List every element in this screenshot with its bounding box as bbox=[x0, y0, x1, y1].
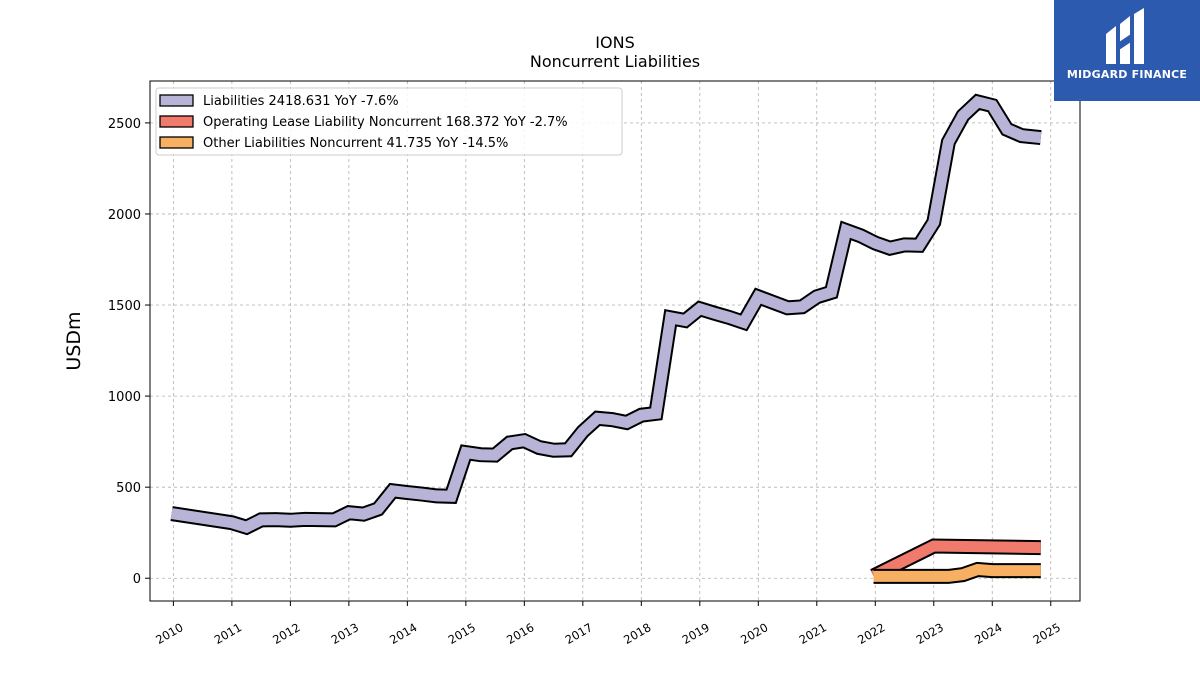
x-tick-label: 2023 bbox=[914, 620, 946, 647]
y-axis-label: USDm bbox=[63, 311, 85, 370]
legend-entry-operating-lease: Operating Lease Liability Noncurrent 168… bbox=[203, 115, 568, 130]
y-tick-label: 1500 bbox=[108, 299, 141, 314]
chart-subtitle: Noncurrent Liabilities bbox=[530, 52, 700, 71]
series-liabilities-outline bbox=[170, 93, 1042, 536]
y-tick-label: 2500 bbox=[108, 117, 141, 132]
series-layer bbox=[170, 93, 1042, 584]
x-tick-label: 2020 bbox=[738, 620, 770, 647]
x-tick-label: 2010 bbox=[153, 620, 185, 647]
x-tick-label: 2013 bbox=[329, 620, 361, 647]
y-tick-label: 1000 bbox=[108, 390, 141, 405]
brand-logo: MIDGARD FINANCE bbox=[1054, 0, 1200, 101]
x-tick-label: 2022 bbox=[855, 620, 887, 647]
x-tick-label: 2018 bbox=[621, 620, 653, 647]
y-tick-label: 0 bbox=[133, 572, 141, 587]
x-tick-label: 2021 bbox=[797, 620, 829, 647]
y-tick-label: 500 bbox=[116, 481, 141, 496]
x-tick-label: 2025 bbox=[1031, 620, 1063, 647]
x-tick-label: 2012 bbox=[270, 620, 302, 647]
legend-entry-liabilities: Liabilities 2418.631 YoY -7.6% bbox=[203, 94, 399, 109]
x-tick-label: 2015 bbox=[446, 620, 478, 647]
x-tick-label: 2011 bbox=[212, 620, 244, 647]
series-operating-lease-band bbox=[871, 540, 1041, 581]
legend: Liabilities 2418.631 YoY -7.6% Operating… bbox=[155, 87, 623, 156]
y-tick-label: 2000 bbox=[108, 208, 141, 223]
legend-swatch-liabilities bbox=[159, 94, 194, 107]
legend-swatch-operating-lease bbox=[159, 115, 194, 128]
x-tick-label: 2017 bbox=[563, 620, 595, 647]
series-operating-lease bbox=[870, 538, 1041, 583]
x-tick-label: 2024 bbox=[972, 620, 1004, 647]
chart-title: IONS bbox=[595, 33, 634, 52]
logo-text: MIDGARD FINANCE bbox=[1066, 68, 1188, 81]
x-tick-label: 2014 bbox=[387, 620, 419, 647]
plot-frame bbox=[149, 80, 1081, 602]
grid bbox=[150, 81, 1080, 601]
series-liabilities bbox=[170, 93, 1042, 536]
series-other-liabilities bbox=[873, 561, 1041, 584]
series-other-liabilities-band bbox=[873, 563, 1041, 582]
x-tick-label: 2016 bbox=[504, 620, 536, 647]
x-tick-label: 2019 bbox=[680, 620, 712, 647]
axis-ticks: 0 500 1000 1500 2000 2500 2010 2011 2012 2013 2014… bbox=[108, 117, 1063, 647]
midgard-logo-icon bbox=[1106, 8, 1144, 64]
legend-box bbox=[155, 87, 623, 156]
series-liabilities-band bbox=[170, 95, 1042, 534]
legend-entry-other-liabilities: Other Liabilities Noncurrent 41.735 YoY … bbox=[203, 136, 508, 151]
legend-swatch-other-liabilities bbox=[159, 136, 194, 149]
